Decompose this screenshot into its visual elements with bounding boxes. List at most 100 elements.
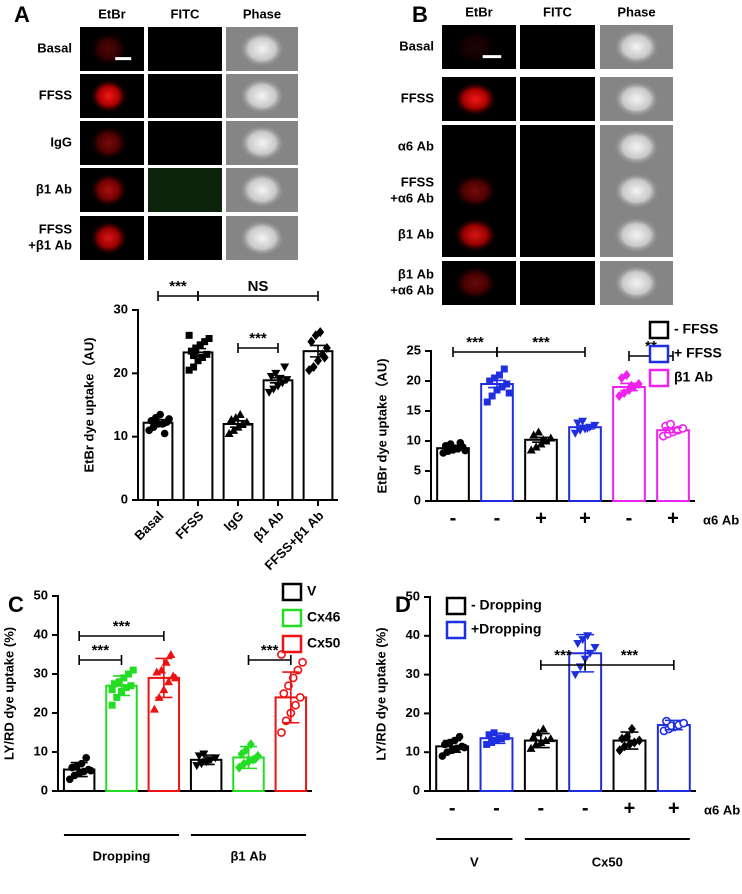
data-point bbox=[679, 718, 689, 728]
significance-label: *** bbox=[92, 642, 110, 659]
y-tick-label: 0 bbox=[41, 782, 48, 797]
y-tick-label: 50 bbox=[34, 587, 48, 602]
column-header: FITC bbox=[171, 6, 200, 21]
fitc-image bbox=[520, 25, 595, 69]
legend-label: V bbox=[307, 583, 317, 599]
legend-swatch bbox=[281, 582, 303, 602]
y-tick-label: 15 bbox=[407, 402, 421, 417]
error-bar bbox=[70, 761, 88, 778]
error-bar bbox=[197, 754, 215, 766]
data-point bbox=[120, 674, 128, 682]
legend-label: Cx50 bbox=[307, 635, 341, 651]
error-bar bbox=[189, 347, 207, 358]
fitc-image bbox=[148, 216, 222, 260]
data-point bbox=[573, 419, 583, 428]
bar bbox=[656, 429, 690, 503]
data-point bbox=[635, 735, 644, 746]
row-label: Basal bbox=[37, 40, 72, 55]
fitc-image bbox=[148, 74, 222, 118]
data-point bbox=[546, 433, 556, 442]
column-header: Phase bbox=[617, 4, 655, 19]
data-point bbox=[125, 670, 133, 678]
legend-swatch bbox=[445, 596, 467, 616]
legend-swatch bbox=[648, 344, 670, 364]
y-tick-label: 0 bbox=[414, 492, 421, 507]
data-point bbox=[590, 421, 600, 430]
data-point bbox=[570, 671, 580, 680]
row-label: FFSS bbox=[39, 221, 73, 236]
error-bar bbox=[488, 379, 506, 389]
data-point bbox=[590, 643, 600, 652]
y-tick-label: 10 bbox=[407, 432, 421, 447]
cell bbox=[613, 28, 660, 66]
cell bbox=[89, 31, 128, 67]
legend-label: β1 Ab bbox=[674, 369, 713, 385]
data-point bbox=[198, 354, 206, 361]
cell bbox=[453, 265, 498, 301]
error-bar bbox=[269, 376, 287, 384]
bar bbox=[568, 426, 602, 503]
y-tick-label: 20 bbox=[114, 365, 128, 380]
bar bbox=[262, 379, 294, 501]
significance-label: *** bbox=[249, 330, 267, 347]
data-point bbox=[534, 427, 544, 436]
y-tick-label: 0 bbox=[413, 782, 420, 797]
data-point bbox=[171, 673, 181, 682]
data-point bbox=[194, 357, 202, 365]
y-axis-label: EtBr dye uptake（AU) bbox=[374, 358, 389, 493]
data-point bbox=[165, 415, 173, 423]
data-point bbox=[536, 439, 546, 448]
data-point bbox=[585, 649, 595, 658]
significance-bracket bbox=[78, 655, 123, 665]
significance-label: NS bbox=[248, 278, 269, 295]
error-bar bbox=[155, 657, 173, 699]
x-tick-label: β1 Ab bbox=[250, 508, 286, 544]
row-label: +β1 Ab bbox=[28, 237, 72, 252]
row-label: IgG bbox=[50, 134, 72, 149]
data-point bbox=[495, 371, 503, 379]
y-tick-label: 5 bbox=[414, 462, 421, 477]
data-point bbox=[251, 753, 260, 764]
fitc-image bbox=[520, 213, 595, 257]
data-point bbox=[279, 689, 289, 698]
fitc-image bbox=[148, 121, 222, 165]
cell bbox=[89, 220, 128, 256]
data-point bbox=[526, 743, 536, 752]
cell bbox=[453, 81, 498, 117]
row-label: FFSS bbox=[39, 87, 73, 102]
y-tick-label: 10 bbox=[34, 743, 48, 758]
cell bbox=[453, 173, 498, 209]
data-point bbox=[201, 338, 209, 346]
data-point bbox=[528, 732, 538, 741]
cell bbox=[238, 171, 286, 209]
error-bar bbox=[239, 745, 258, 770]
error-bar bbox=[444, 446, 462, 451]
data-point bbox=[224, 429, 234, 437]
legend-swatch bbox=[281, 634, 303, 654]
data-point bbox=[295, 693, 305, 702]
fitc-image bbox=[520, 77, 595, 121]
data-point bbox=[493, 386, 501, 394]
error-bar bbox=[531, 732, 550, 749]
data-point bbox=[500, 365, 508, 373]
column-header: EtBr bbox=[98, 6, 125, 21]
significance-label: *** bbox=[466, 334, 484, 351]
fitc-image bbox=[520, 261, 595, 305]
etbr-image bbox=[442, 125, 516, 169]
data-point bbox=[185, 366, 193, 374]
data-point bbox=[307, 336, 316, 347]
group-label: V bbox=[470, 854, 479, 869]
column-header: EtBr bbox=[465, 4, 492, 19]
data-point bbox=[187, 347, 195, 355]
y-tick-label: 50 bbox=[406, 588, 420, 603]
y-tick-label: 20 bbox=[407, 372, 421, 387]
row-label: Basal bbox=[399, 38, 434, 53]
error-bar bbox=[443, 739, 462, 753]
fitc-image bbox=[148, 168, 222, 212]
x-tick-label: - bbox=[582, 797, 589, 819]
x-tick-label: + bbox=[579, 507, 591, 529]
row-label: +α6 Ab bbox=[390, 190, 434, 205]
x-tick-label: + bbox=[624, 797, 636, 819]
cell bbox=[238, 77, 286, 115]
error-bar bbox=[664, 427, 682, 434]
